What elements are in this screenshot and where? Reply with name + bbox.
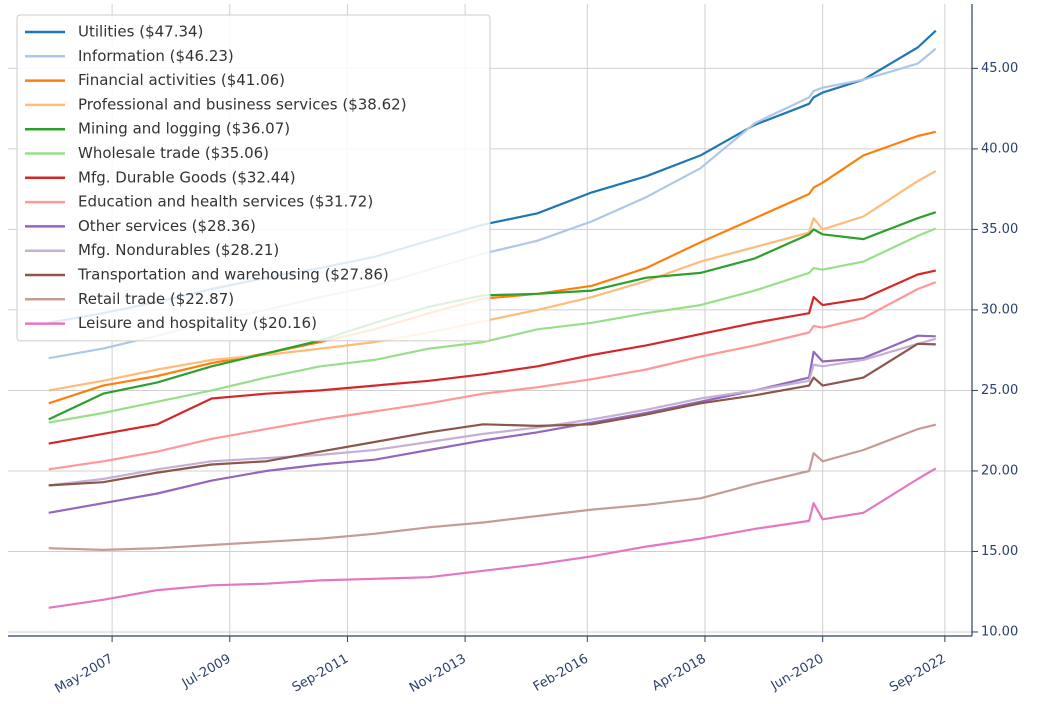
y-tick-label: 30.00 <box>981 302 1018 317</box>
legend-label: Mfg. Durable Goods ($32.44) <box>78 168 296 186</box>
series-line <box>48 423 937 551</box>
y-tick-label: 40.00 <box>981 141 1018 156</box>
series-line <box>48 227 937 424</box>
legend-label: Wholesale trade ($35.06) <box>78 144 269 162</box>
series-line <box>48 337 937 487</box>
series-line <box>48 342 936 487</box>
legend-box <box>16 14 491 342</box>
x-tick-label: Apr-2018 <box>650 652 709 695</box>
legend-label: Retail trade ($22.87) <box>78 290 234 308</box>
lines <box>48 29 937 609</box>
series-line <box>48 211 937 421</box>
legend-label: Mining and logging ($36.07) <box>78 120 290 138</box>
legend-label: Information ($46.23) <box>78 47 234 65</box>
x-tick-label: Nov-2013 <box>407 652 469 696</box>
series-line <box>48 467 937 609</box>
x-tick-label: Jul-2009 <box>179 652 234 692</box>
legend-label: Leisure and hospitality ($20.16) <box>78 314 317 332</box>
legend-label: Financial activities ($41.06) <box>78 71 285 89</box>
y-tick-label: 25.00 <box>981 383 1018 398</box>
y-tick-label: 20.00 <box>981 463 1018 478</box>
series-line <box>48 334 936 514</box>
series-line <box>48 281 937 471</box>
x-tick-label: Feb-2016 <box>531 652 591 695</box>
series-line <box>48 269 937 445</box>
y-tick-label: 10.00 <box>981 624 1018 639</box>
y-tick-label: 15.00 <box>981 544 1018 559</box>
legend-label: Professional and business services ($38.… <box>78 95 407 113</box>
x-tick-label: Jun-2020 <box>768 652 827 695</box>
legend-label: Mfg. Nondurables ($28.21) <box>78 241 279 259</box>
y-tick-label: 45.00 <box>981 61 1018 76</box>
legend-label: Utilities ($47.34) <box>78 23 203 41</box>
x-tick-label: May-2007 <box>53 652 116 697</box>
legend-label: Transportation and warehousing ($27.86) <box>77 266 389 284</box>
x-tick-label: Sep-2022 <box>887 652 948 696</box>
legend-label: Education and health services ($31.72) <box>78 193 373 211</box>
x-tick-label: Sep-2011 <box>290 652 351 696</box>
y-tick-label: 35.00 <box>981 222 1018 237</box>
legend: Utilities ($47.34) Information ($46.23) Fi… <box>16 14 491 342</box>
legend-label: Other services ($28.36) <box>78 217 256 235</box>
series-line <box>48 170 937 392</box>
series-line <box>48 130 937 405</box>
